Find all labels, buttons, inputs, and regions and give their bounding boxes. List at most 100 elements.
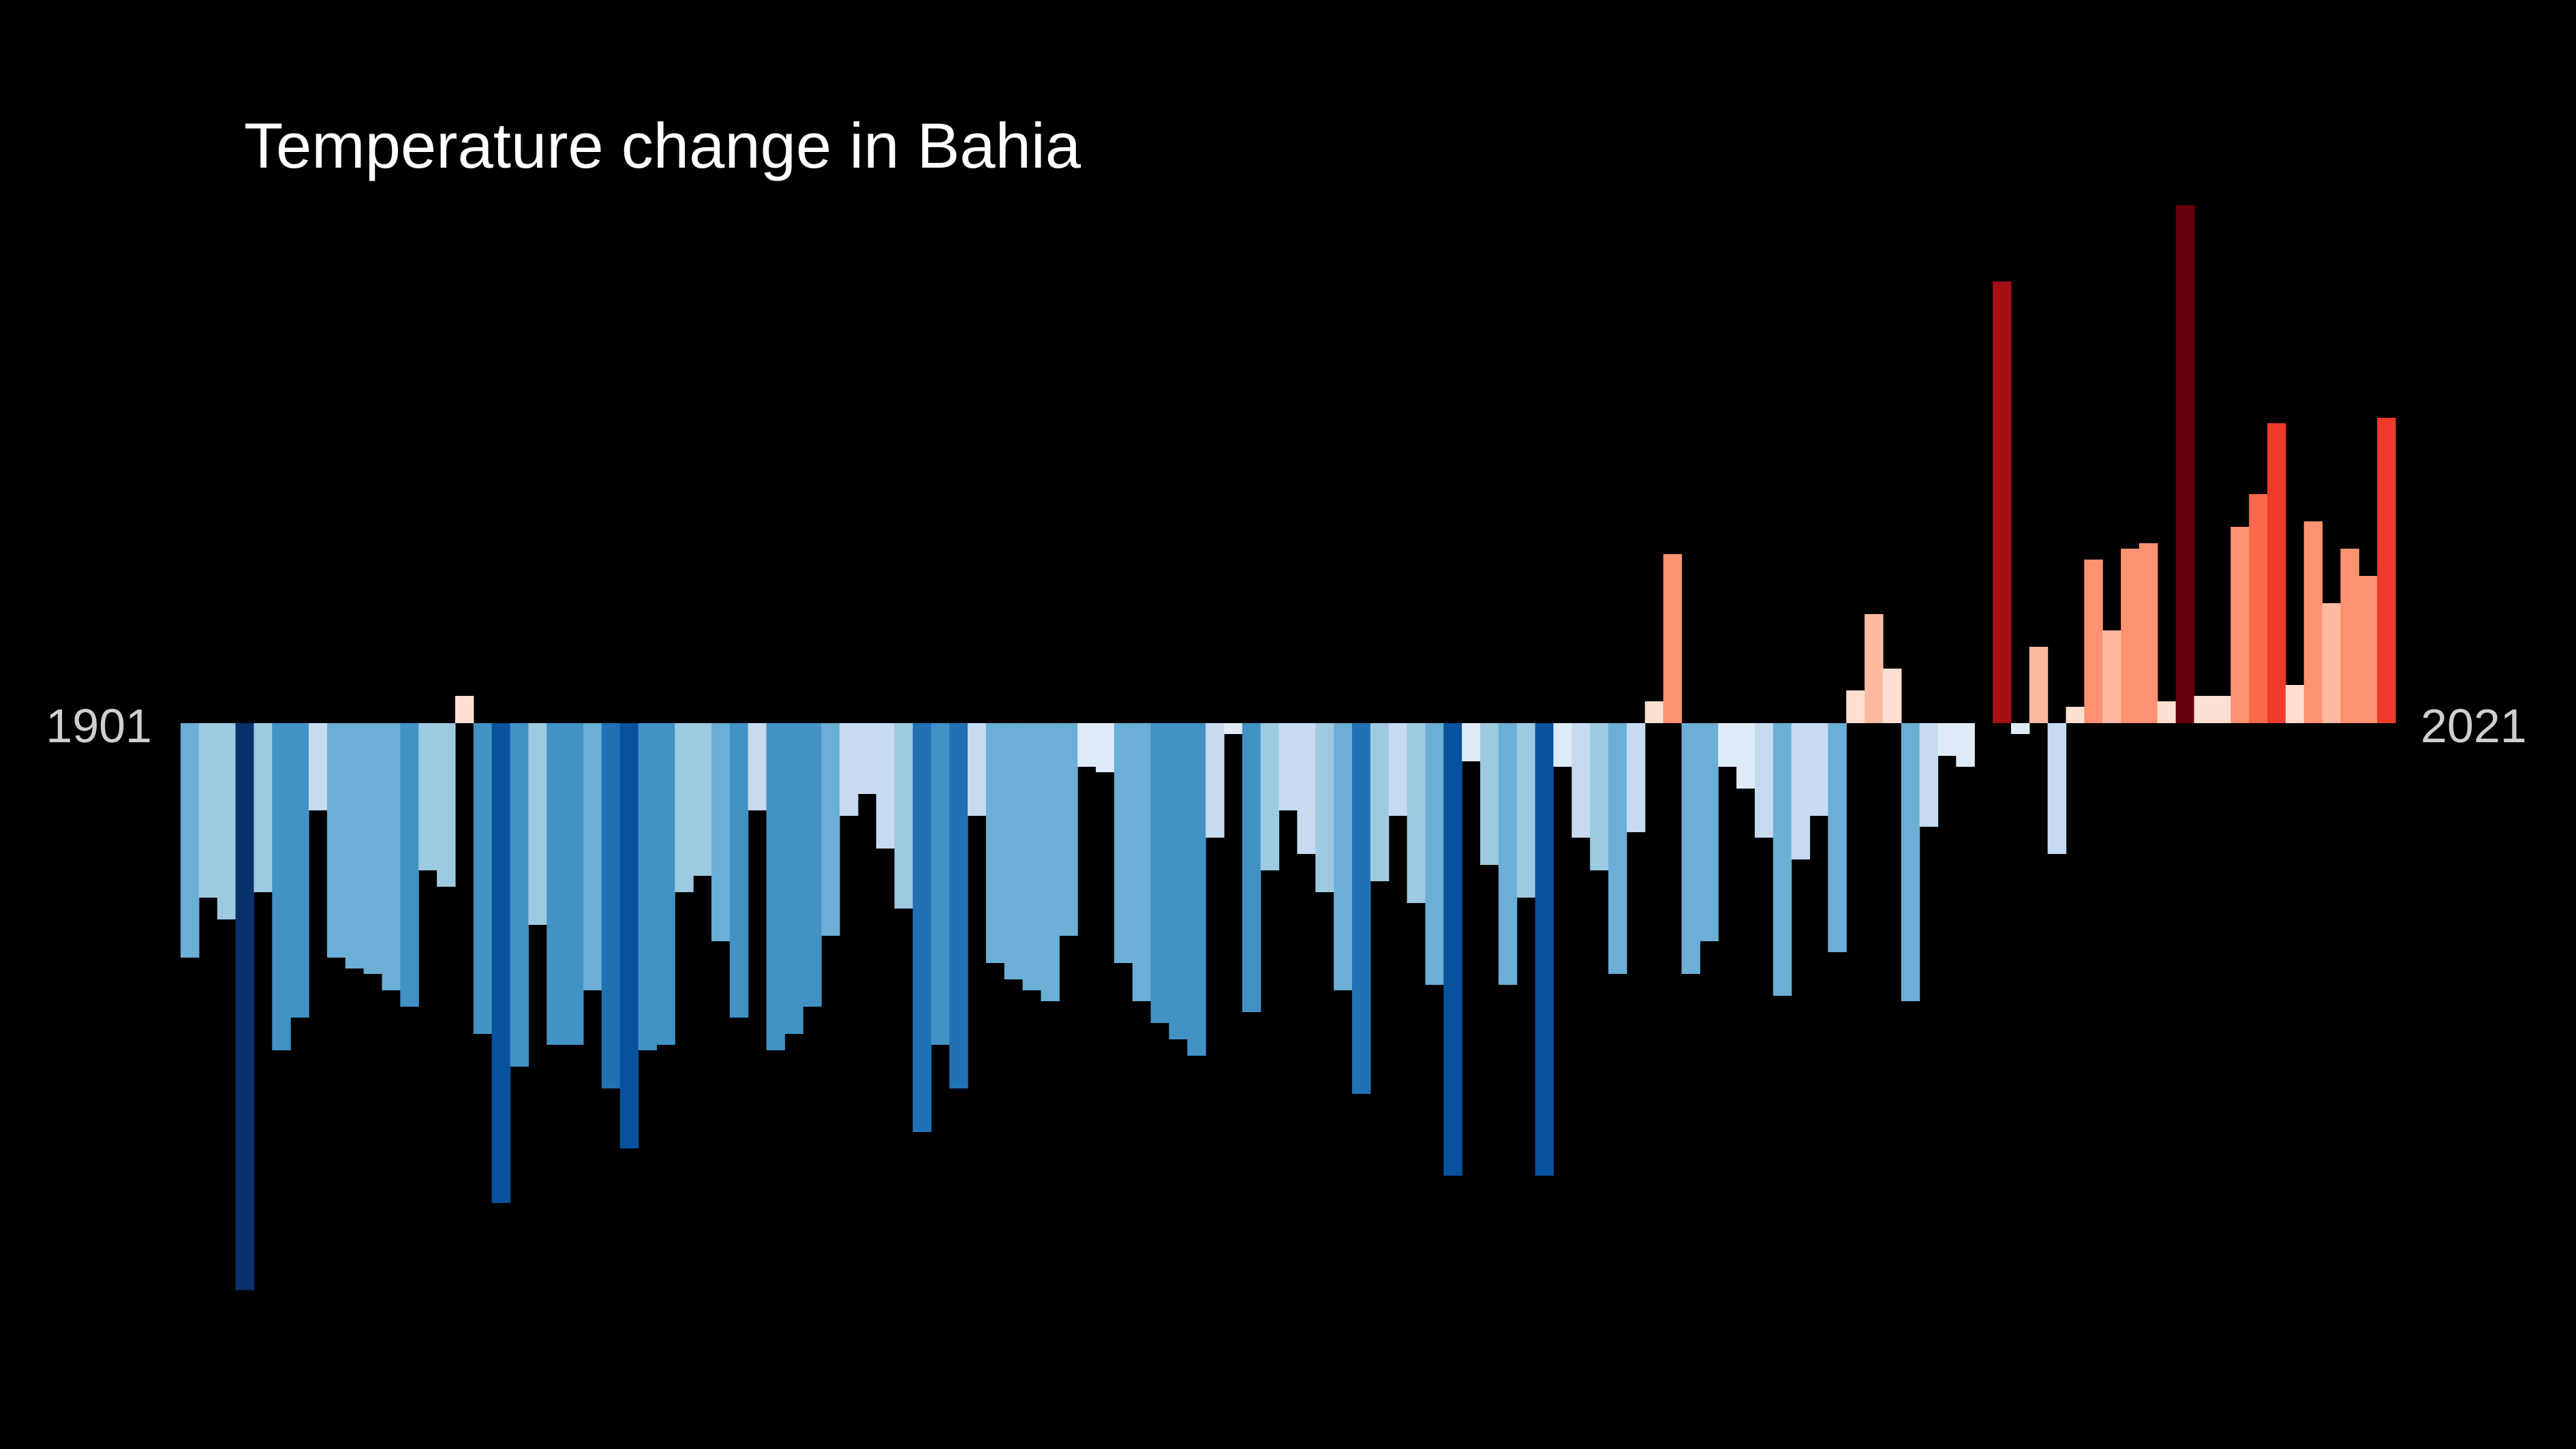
bar-2020 bbox=[2359, 576, 2378, 723]
bar-2011 bbox=[2194, 696, 2213, 723]
bar-1914 bbox=[418, 723, 438, 870]
bar-1932 bbox=[748, 723, 767, 810]
bar-1959 bbox=[1242, 723, 1261, 1012]
bar-2005 bbox=[2084, 560, 2103, 723]
bar-1917 bbox=[473, 723, 493, 1034]
bar-1972 bbox=[1480, 723, 1499, 865]
end-year-label: 2021 bbox=[2421, 699, 2527, 752]
start-year-label: 1901 bbox=[46, 699, 152, 752]
bar-1918 bbox=[491, 723, 511, 1203]
bar-1943 bbox=[949, 723, 968, 1088]
bar-1929 bbox=[693, 723, 712, 876]
bar-1934 bbox=[784, 723, 803, 1034]
bar-1937 bbox=[839, 723, 859, 816]
bar-1921 bbox=[547, 723, 566, 1045]
bar-1924 bbox=[601, 723, 621, 1088]
bar-2007 bbox=[2121, 549, 2140, 723]
bar-1990 bbox=[1809, 723, 1828, 816]
bar-2019 bbox=[2340, 549, 2359, 723]
bar-1927 bbox=[656, 723, 675, 1045]
bar-1997 bbox=[1937, 723, 1957, 756]
bar-1916 bbox=[455, 696, 474, 723]
bar-1975 bbox=[1535, 723, 1554, 1176]
bar-1958 bbox=[1223, 723, 1243, 734]
bar-1902 bbox=[198, 723, 218, 898]
bar-1978 bbox=[1590, 723, 1609, 870]
bar-1977 bbox=[1571, 723, 1591, 838]
bar-1973 bbox=[1498, 723, 1518, 985]
bar-1947 bbox=[1022, 723, 1041, 990]
bar-1910 bbox=[345, 723, 365, 968]
bar-2009 bbox=[2157, 701, 2177, 723]
bar-2004 bbox=[2066, 707, 2085, 723]
bar-1979 bbox=[1608, 723, 1627, 974]
bar-1941 bbox=[913, 723, 932, 1132]
bar-1991 bbox=[1828, 723, 1847, 952]
bar-1965 bbox=[1352, 723, 1371, 1094]
bar-1903 bbox=[217, 723, 236, 919]
bar-1906 bbox=[272, 723, 291, 1050]
bar-1954 bbox=[1150, 723, 1170, 1023]
bar-1960 bbox=[1260, 723, 1280, 870]
bar-1946 bbox=[1004, 723, 1024, 979]
bar-1940 bbox=[894, 723, 913, 909]
bar-1919 bbox=[510, 723, 529, 1067]
bar-1908 bbox=[309, 723, 328, 810]
bar-1986 bbox=[1736, 723, 1755, 789]
bar-1922 bbox=[565, 723, 584, 1045]
bar-1939 bbox=[876, 723, 895, 849]
bar-2001 bbox=[2010, 723, 2030, 734]
bar-1961 bbox=[1278, 723, 1298, 810]
bar-1925 bbox=[619, 723, 639, 1148]
bar-1956 bbox=[1187, 723, 1206, 1056]
bar-1981 bbox=[1644, 701, 1664, 723]
bar-1955 bbox=[1169, 723, 1188, 1039]
bar-1976 bbox=[1553, 723, 1572, 767]
bar-1992 bbox=[1846, 690, 1865, 723]
bar-1970 bbox=[1443, 723, 1462, 1176]
bar-2016 bbox=[2285, 685, 2305, 723]
bar-1907 bbox=[290, 723, 309, 1018]
bar-2014 bbox=[2249, 494, 2268, 723]
bar-1995 bbox=[1901, 723, 1920, 1001]
bar-1982 bbox=[1663, 554, 1683, 723]
bar-2006 bbox=[2102, 630, 2121, 723]
bar-2021 bbox=[2377, 418, 2396, 723]
bar-1966 bbox=[1370, 723, 1390, 881]
bar-1935 bbox=[803, 723, 822, 1007]
bar-1945 bbox=[985, 723, 1005, 963]
bar-1952 bbox=[1114, 723, 1133, 963]
bar-1923 bbox=[583, 723, 602, 990]
bar-1949 bbox=[1059, 723, 1078, 936]
bar-1962 bbox=[1297, 723, 1316, 854]
bar-1936 bbox=[821, 723, 840, 936]
bar-1912 bbox=[382, 723, 401, 990]
bar-1951 bbox=[1095, 723, 1115, 772]
bar-1994 bbox=[1882, 669, 1902, 723]
bar-1963 bbox=[1315, 723, 1334, 892]
bar-1957 bbox=[1206, 723, 1225, 838]
bar-2017 bbox=[2303, 521, 2323, 723]
bar-2010 bbox=[2175, 205, 2195, 723]
bar-1931 bbox=[729, 723, 749, 1018]
bar-1964 bbox=[1334, 723, 1353, 990]
bar-1930 bbox=[711, 723, 731, 941]
bar-2003 bbox=[2047, 723, 2067, 854]
bar-2018 bbox=[2322, 603, 2342, 723]
bar-2012 bbox=[2212, 696, 2231, 723]
bar-1915 bbox=[437, 723, 456, 887]
bar-1913 bbox=[400, 723, 419, 1007]
bar-1926 bbox=[638, 723, 657, 1050]
bar-1901 bbox=[181, 723, 200, 958]
bar-1967 bbox=[1388, 723, 1408, 816]
bar-1980 bbox=[1626, 723, 1646, 832]
chart-title: Temperature change in Bahia bbox=[244, 110, 1082, 181]
bar-1933 bbox=[766, 723, 785, 1050]
bar-1904 bbox=[235, 723, 255, 1290]
bar-1987 bbox=[1754, 723, 1774, 838]
bar-1920 bbox=[528, 723, 547, 925]
bar-1998 bbox=[1956, 723, 1975, 767]
bar-1953 bbox=[1132, 723, 1152, 1001]
bar-2000 bbox=[1993, 281, 2012, 723]
